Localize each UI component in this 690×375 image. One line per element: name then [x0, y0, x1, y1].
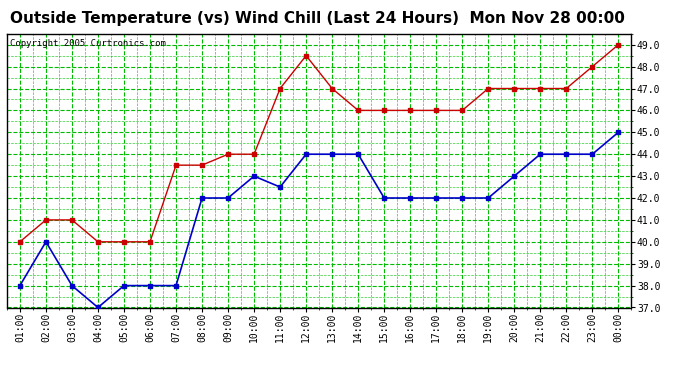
Text: Copyright 2005 Curtronics.com: Copyright 2005 Curtronics.com [10, 39, 166, 48]
Text: Outside Temperature (vs) Wind Chill (Last 24 Hours)  Mon Nov 28 00:00: Outside Temperature (vs) Wind Chill (Las… [10, 11, 625, 26]
